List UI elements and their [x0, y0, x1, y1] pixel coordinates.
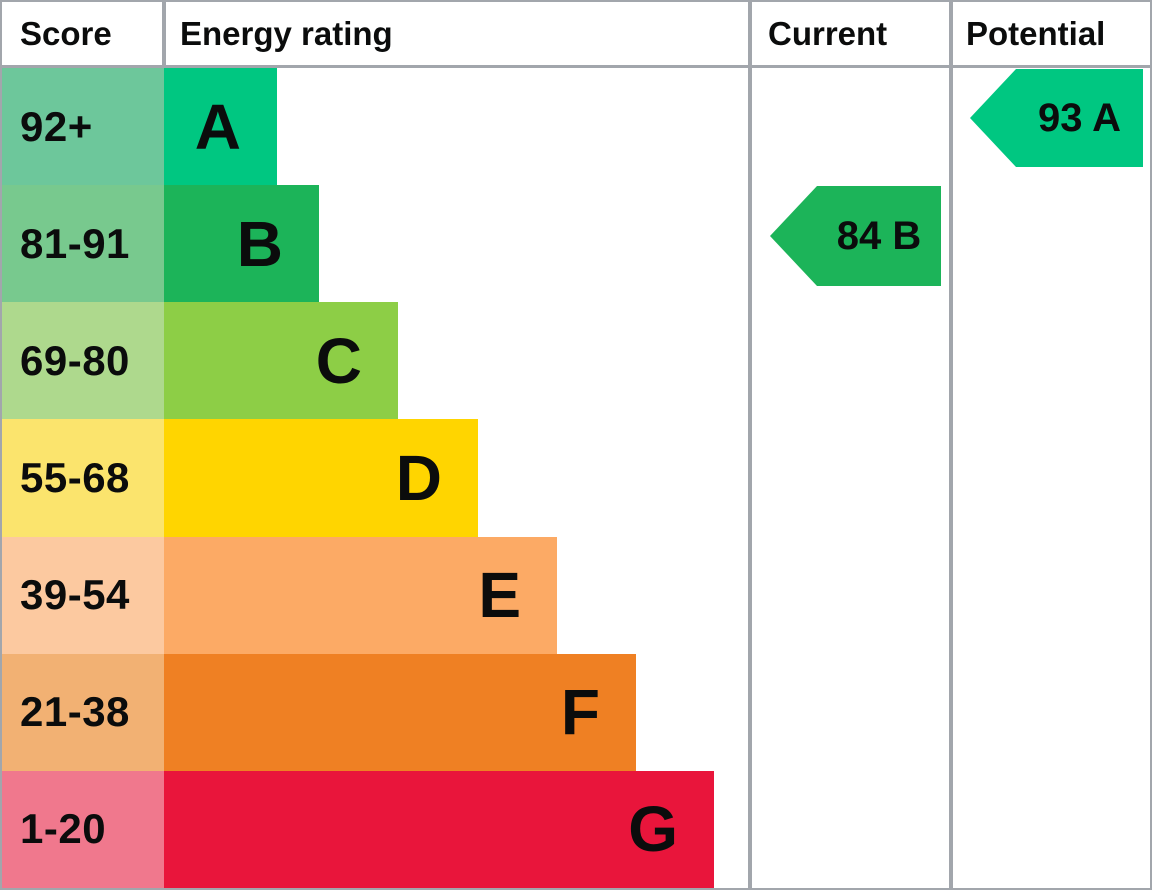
band-score-range: 92+	[2, 68, 164, 186]
band-score-range: 21-38	[2, 653, 164, 771]
band-bar-e: E	[164, 536, 557, 654]
header-separator	[2, 65, 1150, 68]
band-score-range: 1-20	[2, 770, 164, 888]
band-bar-f: F	[164, 653, 636, 771]
current-column-header: Current	[768, 15, 888, 52]
band-bar-g: G	[164, 770, 714, 888]
band-bar-c: C	[164, 302, 398, 420]
band-bar-d: D	[164, 419, 478, 537]
band-score-range: 69-80	[2, 302, 164, 420]
band-row-d: 55-68 D	[2, 419, 1150, 537]
current-rating-label: 84 B	[836, 213, 922, 258]
score-column-divider	[162, 2, 166, 65]
band-row-f: 21-38 F	[2, 653, 1150, 771]
band-rows: 92+ A 81-91 B 69-80 C 55-68 D 39-54 E 21…	[2, 68, 1150, 888]
score-column-header: Score	[20, 15, 112, 52]
potential-column-header: Potential	[966, 15, 1106, 52]
band-row-b: 81-91 B	[2, 185, 1150, 303]
band-bar-b: B	[164, 185, 319, 303]
band-row-g: 1-20 G	[2, 770, 1150, 888]
band-score-range: 81-91	[2, 185, 164, 303]
band-row-e: 39-54 E	[2, 536, 1150, 654]
potential-column-divider	[949, 2, 953, 888]
band-score-range: 55-68	[2, 419, 164, 537]
energy-rating-column-header: Energy rating	[180, 15, 393, 52]
band-score-range: 39-54	[2, 536, 164, 654]
current-column-divider	[748, 2, 752, 888]
band-row-c: 69-80 C	[2, 302, 1150, 420]
band-row-a: 92+ A	[2, 68, 1150, 186]
band-bar-a: A	[164, 68, 277, 186]
potential-rating-label: 93 A	[1037, 95, 1121, 140]
